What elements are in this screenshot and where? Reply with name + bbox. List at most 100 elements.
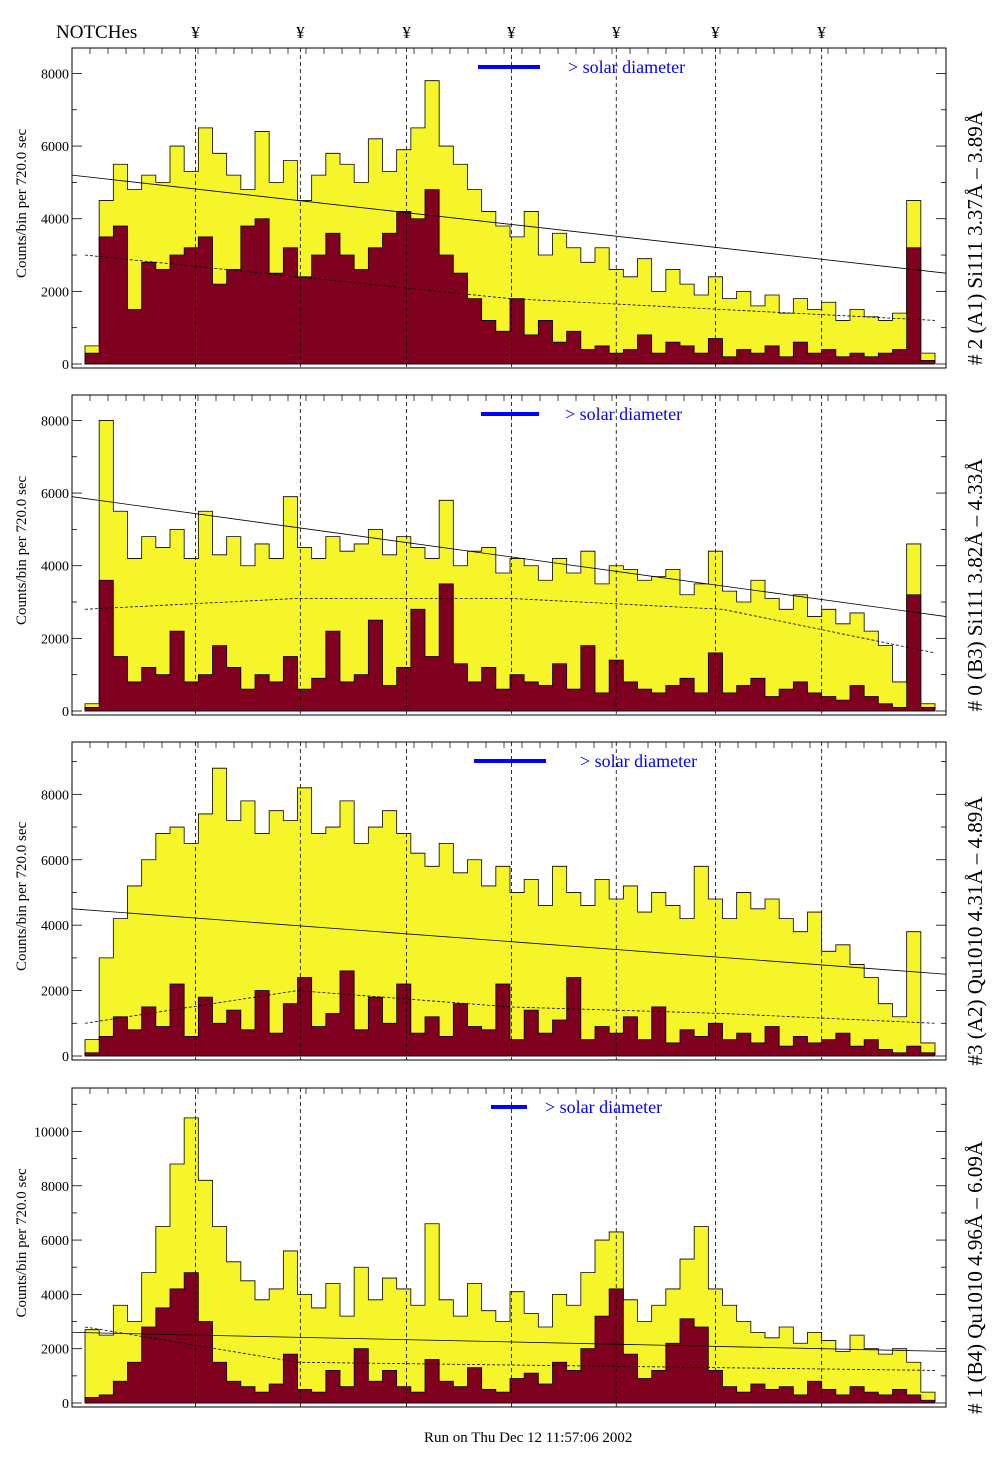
selected-bar (368, 997, 382, 1056)
selected-bar (113, 226, 127, 364)
selected-bar (567, 331, 581, 364)
total-bar (354, 843, 368, 1056)
total-bar (269, 811, 283, 1056)
panel-2: 0 2000 4000 6000 8000 Counts/bin per 720.0 se… (14, 741, 987, 1065)
total-bar (496, 1322, 510, 1403)
selected-bar (893, 1389, 907, 1403)
selected-bar (128, 1030, 142, 1056)
total-bar (737, 1322, 751, 1403)
selected-bar (779, 1046, 793, 1056)
selected-bar (184, 1273, 198, 1403)
total-bar (510, 892, 524, 1056)
selected-bar (255, 219, 269, 364)
selected-bar (142, 667, 156, 711)
selected-bar (368, 620, 382, 711)
total-bar (213, 768, 227, 1056)
selected-bar (751, 1384, 765, 1403)
panel-title: # 2 (A1) Si111 3.37Å – 3.89Å (963, 110, 987, 365)
selected-bar (793, 682, 807, 711)
total-bar (694, 584, 708, 711)
total-bar (581, 262, 595, 364)
selected-bar (326, 631, 340, 711)
total-bar (793, 1343, 807, 1403)
selected-bar (864, 1040, 878, 1056)
selected-bar (170, 631, 184, 711)
selected-bar (538, 686, 552, 711)
selected-bar (340, 255, 354, 364)
selected-bar (496, 331, 510, 364)
selected-bar (312, 1027, 326, 1056)
total-bar (666, 906, 680, 1056)
selected-bar (666, 342, 680, 364)
selected-bar (354, 1030, 368, 1056)
total-bar (581, 906, 595, 1056)
selected-bar (737, 1392, 751, 1403)
selected-bar (312, 255, 326, 364)
total-bar (822, 609, 836, 711)
selected-bar (850, 1387, 864, 1403)
selected-bar (694, 353, 708, 364)
notch-marker: ¥ (817, 23, 826, 42)
selected-bar (553, 1020, 567, 1056)
selected-bar (283, 248, 297, 364)
selected-bar (638, 1040, 652, 1056)
total-bar (99, 1335, 113, 1403)
total-bar (312, 834, 326, 1056)
selected-bar (298, 277, 312, 364)
selected-bar (864, 357, 878, 364)
selected-bar (99, 237, 113, 364)
selected-bar (198, 1322, 212, 1403)
selected-bar (411, 1392, 425, 1403)
selected-bar (85, 1398, 99, 1403)
selected-bar (156, 1308, 170, 1403)
selected-bar (581, 1349, 595, 1403)
selected-bar (921, 1053, 935, 1056)
selected-bar (326, 1013, 340, 1056)
total-bar (156, 834, 170, 1056)
selected-bar (312, 1392, 326, 1403)
selected-bar (113, 1381, 127, 1403)
selected-bar (411, 219, 425, 364)
selected-bar (170, 1289, 184, 1403)
selected-bar (808, 1381, 822, 1403)
selected-bar (652, 1370, 666, 1403)
selected-bar (425, 657, 439, 711)
y-tick-label: 0 (62, 705, 69, 720)
total-bar (241, 1281, 255, 1403)
selected-bar (99, 1395, 113, 1403)
selected-bar (553, 664, 567, 711)
y-tick-label: 2000 (41, 632, 69, 647)
selected-bar (198, 997, 212, 1056)
average-dashed-line (84, 1326, 936, 1371)
selected-bar (255, 991, 269, 1056)
selected-bar (368, 248, 382, 364)
selected-bar (623, 1017, 637, 1056)
selected-bar (184, 682, 198, 711)
selected-bar (468, 682, 482, 711)
selected-bar (836, 1033, 850, 1056)
selected-bar (595, 1316, 609, 1403)
selected-bar (170, 984, 184, 1056)
selected-bar (779, 689, 793, 711)
selected-bar (510, 1379, 524, 1403)
selected-bar (99, 1036, 113, 1056)
selected-bar (496, 1392, 510, 1403)
selected-bar (241, 226, 255, 364)
selected-bar (85, 353, 99, 364)
selected-bar (638, 689, 652, 711)
y-tick-label: 4000 (41, 560, 69, 575)
run-timestamp: Run on Thu Dec 12 11:57:06 2002 (424, 1430, 632, 1446)
selected-bar (312, 678, 326, 711)
legend-swatch (491, 1105, 527, 1109)
selected-bar (808, 1043, 822, 1056)
selected-bar (354, 1349, 368, 1403)
selected-bar (510, 675, 524, 711)
total-bar (298, 548, 312, 711)
selected-bar (779, 1387, 793, 1403)
trend-line (71, 496, 947, 617)
total-bar (779, 919, 793, 1056)
selected-bar (666, 1043, 680, 1056)
notch-marker: ¥ (296, 23, 305, 42)
selected-bar (99, 580, 113, 711)
selected-bar (453, 1387, 467, 1403)
